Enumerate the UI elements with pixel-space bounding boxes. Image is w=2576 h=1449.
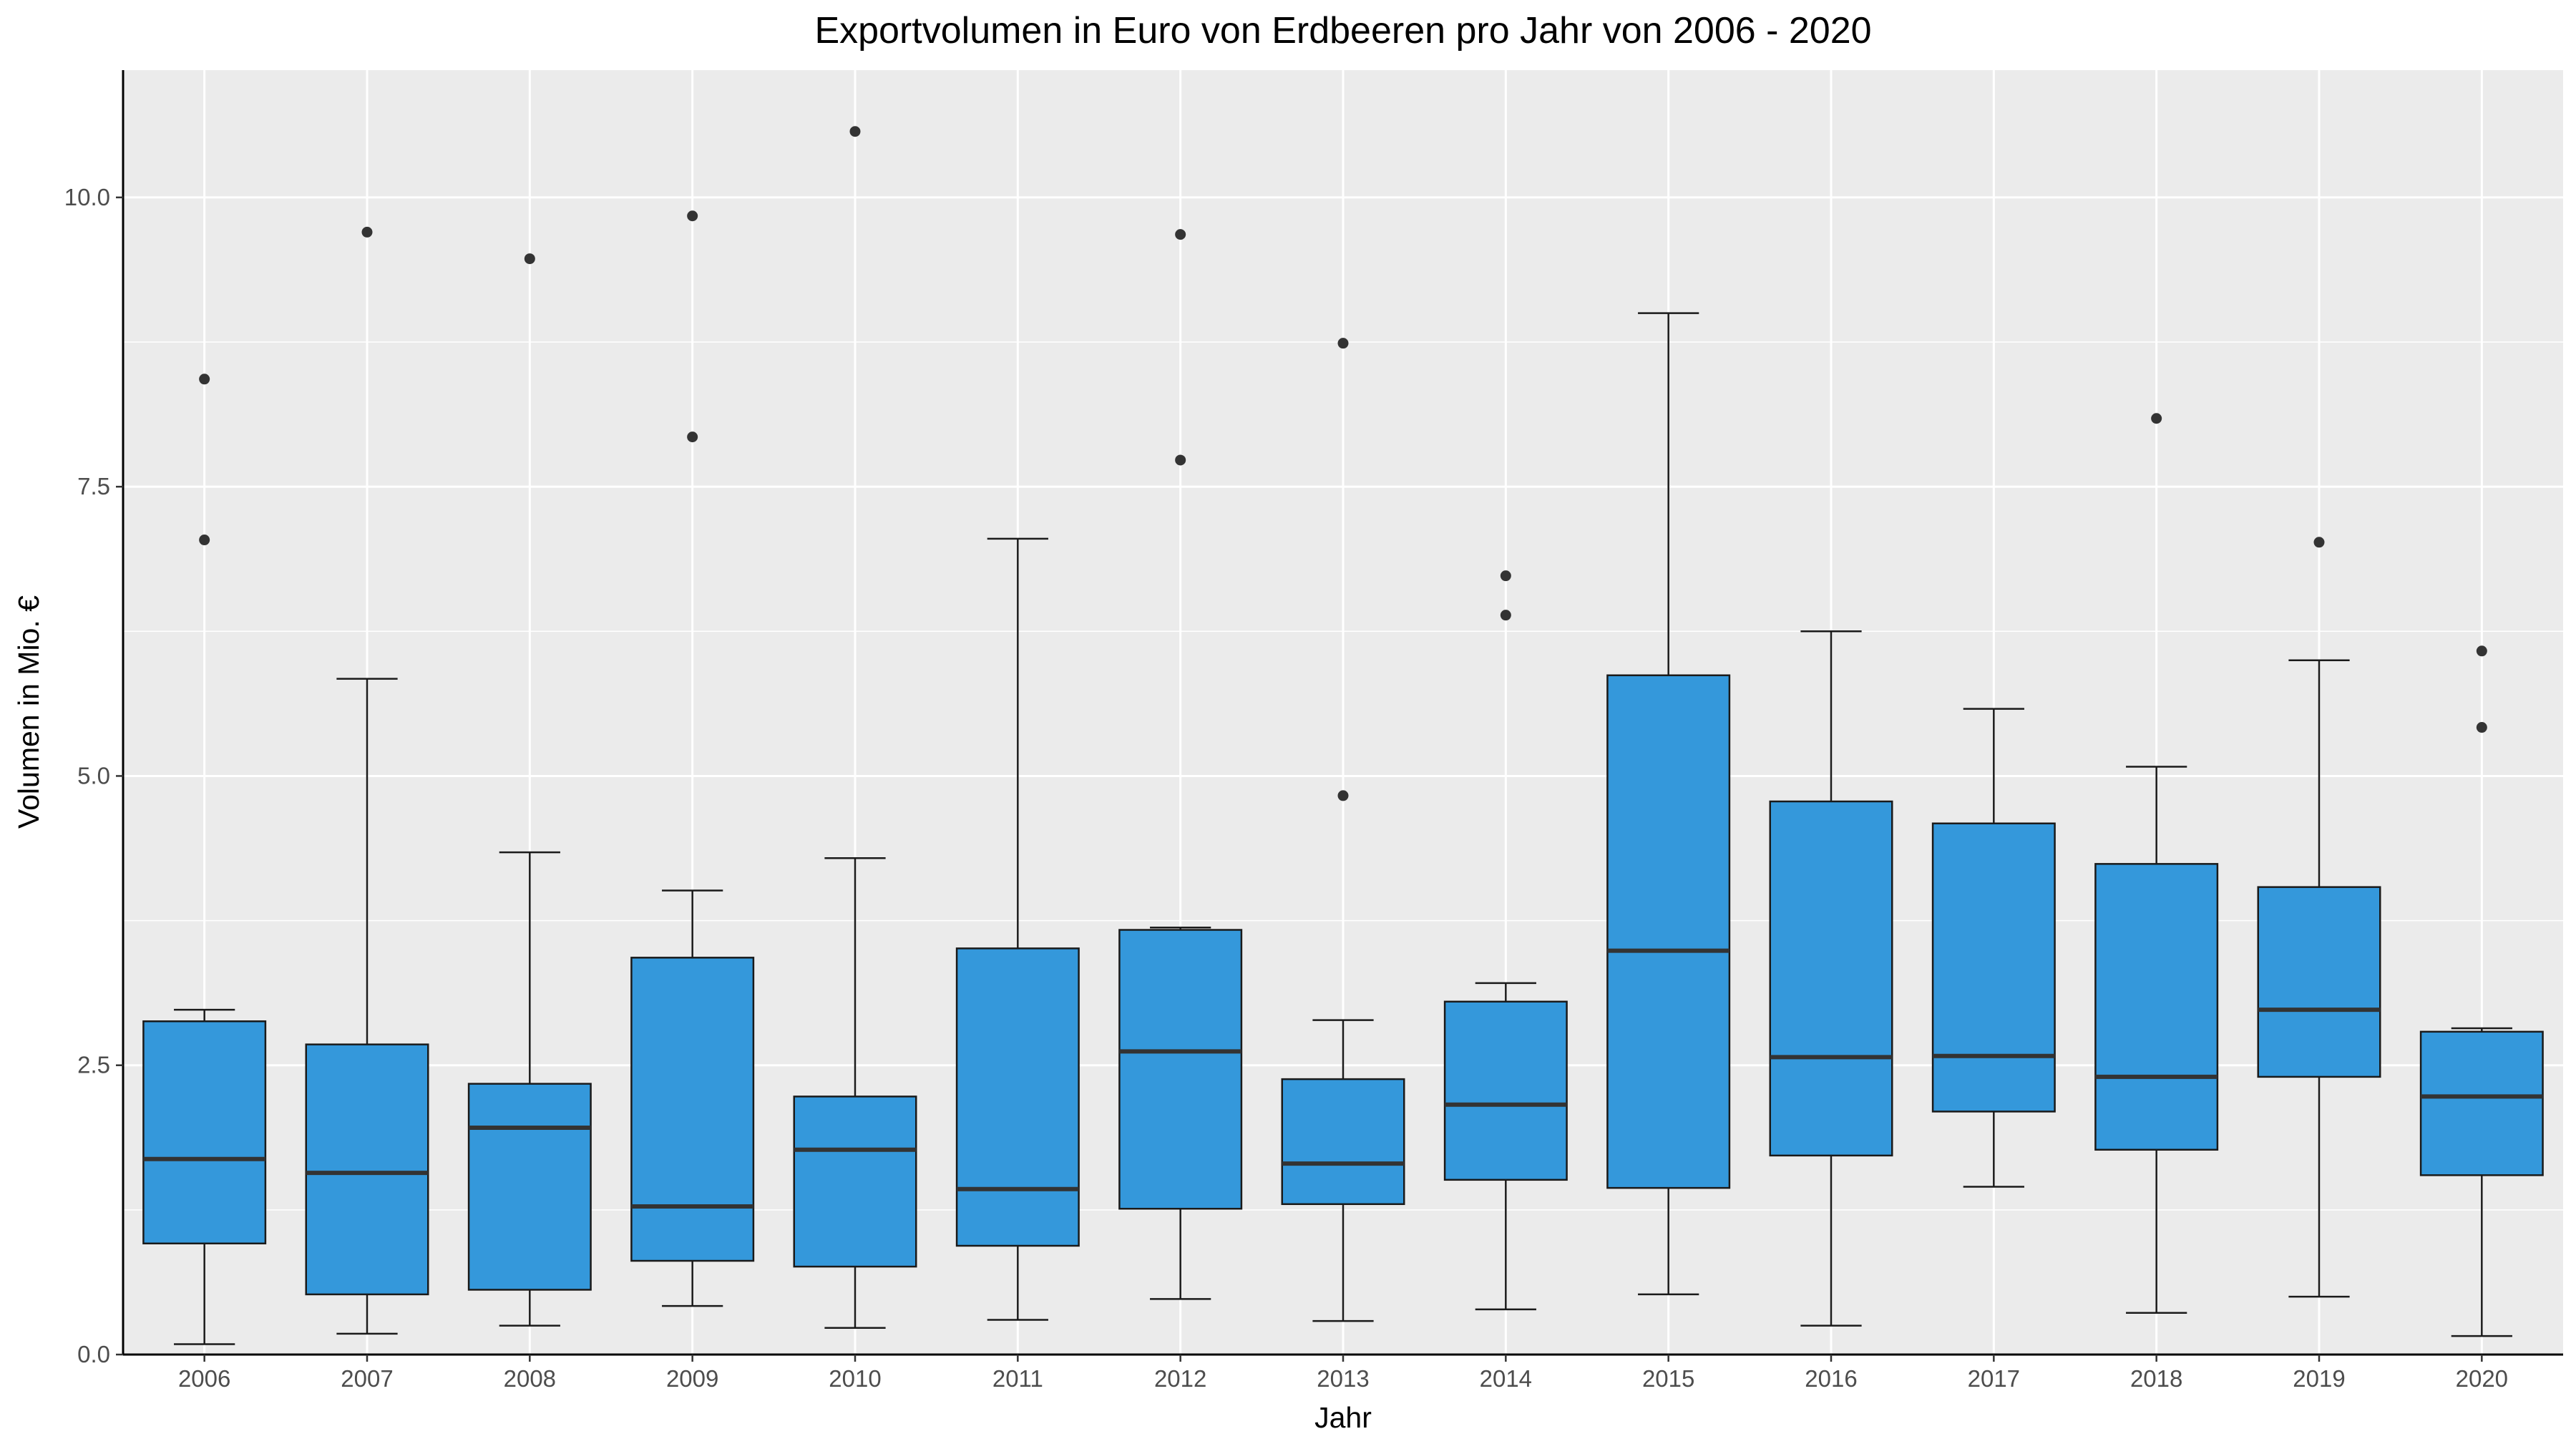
- outlier-point: [2313, 537, 2325, 548]
- y-tick-label: 0.0: [77, 1341, 110, 1367]
- y-tick-label: 10.0: [64, 184, 110, 210]
- box-iqr: [1118, 929, 1243, 1210]
- box-2012: [1118, 229, 1243, 1300]
- box-iqr: [142, 1020, 267, 1245]
- outlier-point: [2476, 722, 2487, 733]
- outlier-point: [524, 253, 535, 265]
- x-tick-label: 2011: [992, 1365, 1043, 1392]
- x-tick-label: 2009: [666, 1365, 718, 1392]
- y-tick-label: 2.5: [77, 1052, 110, 1078]
- box-2018: [2094, 413, 2219, 1314]
- box-2011: [955, 537, 1080, 1321]
- box-2019: [2257, 537, 2381, 1298]
- box-2014: [1443, 570, 1568, 1311]
- outlier-point: [1337, 790, 1349, 801]
- x-tick-label: 2006: [178, 1365, 230, 1392]
- box-iqr: [955, 947, 1080, 1247]
- x-tick-label: 2020: [2456, 1365, 2508, 1392]
- box-iqr: [1769, 800, 1893, 1157]
- x-tick-label: 2017: [1968, 1365, 2020, 1392]
- box-2007: [305, 226, 429, 1335]
- box-2010: [793, 126, 917, 1330]
- x-tick-label: 2012: [1154, 1365, 1206, 1392]
- box-iqr: [467, 1083, 592, 1291]
- box-2009: [630, 210, 755, 1307]
- outlier-point: [1500, 610, 1511, 621]
- x-axis-title: Jahr: [1314, 1401, 1372, 1434]
- outlier-point: [1500, 570, 1511, 582]
- box-iqr: [305, 1043, 429, 1296]
- x-axis-ticks: 2006 2007 2008 2009 2010 2011 2012 2013 2014 2015…: [178, 1355, 2508, 1392]
- outlier-point: [1337, 338, 1349, 349]
- box-2013: [1281, 338, 1405, 1322]
- box-iqr: [2419, 1030, 2544, 1176]
- box-iqr: [1443, 1000, 1568, 1181]
- box-2006: [142, 374, 267, 1345]
- box-iqr: [1606, 674, 1731, 1189]
- box-2008: [467, 253, 592, 1327]
- y-tick-label: 7.5: [77, 473, 110, 499]
- box-iqr: [1281, 1078, 1405, 1206]
- x-tick-label: 2016: [1805, 1365, 1857, 1392]
- outlier-point: [1175, 454, 1186, 466]
- outlier-point: [687, 431, 698, 443]
- x-tick-label: 2013: [1317, 1365, 1369, 1392]
- box-iqr: [793, 1096, 917, 1268]
- outlier-point: [361, 226, 373, 238]
- box-2017: [1931, 708, 2056, 1188]
- outlier-point: [1175, 229, 1186, 240]
- outlier-point: [199, 535, 210, 546]
- outlier-point: [849, 126, 861, 137]
- y-axis-title: Volumen in Mio. €: [12, 595, 45, 829]
- x-tick-label: 2008: [504, 1365, 556, 1392]
- box-series: [142, 126, 2544, 1345]
- x-tick-label: 2015: [1642, 1365, 1694, 1392]
- x-tick-label: 2019: [2293, 1365, 2345, 1392]
- outlier-point: [687, 210, 698, 222]
- outlier-point: [2151, 413, 2162, 424]
- y-axis-ticks: 0.0 2.5 5.0 7.5 10.0: [64, 184, 123, 1367]
- box-2016: [1769, 630, 1893, 1327]
- x-tick-label: 2010: [829, 1365, 881, 1392]
- y-tick-label: 5.0: [77, 762, 110, 789]
- chart-title: Exportvolumen in Euro von Erdbeeren pro …: [814, 10, 1871, 52]
- box-iqr: [2094, 863, 2219, 1151]
- box-iqr: [630, 957, 755, 1262]
- box-2020: [2419, 645, 2544, 1337]
- x-tick-label: 2014: [1480, 1365, 1532, 1392]
- box-iqr: [2257, 886, 2381, 1078]
- box-2015: [1606, 312, 1731, 1296]
- x-tick-label: 2007: [341, 1365, 393, 1392]
- x-tick-label: 2018: [2130, 1365, 2182, 1392]
- box-iqr: [1931, 822, 2056, 1113]
- outlier-point: [199, 374, 210, 385]
- outlier-point: [2476, 645, 2487, 657]
